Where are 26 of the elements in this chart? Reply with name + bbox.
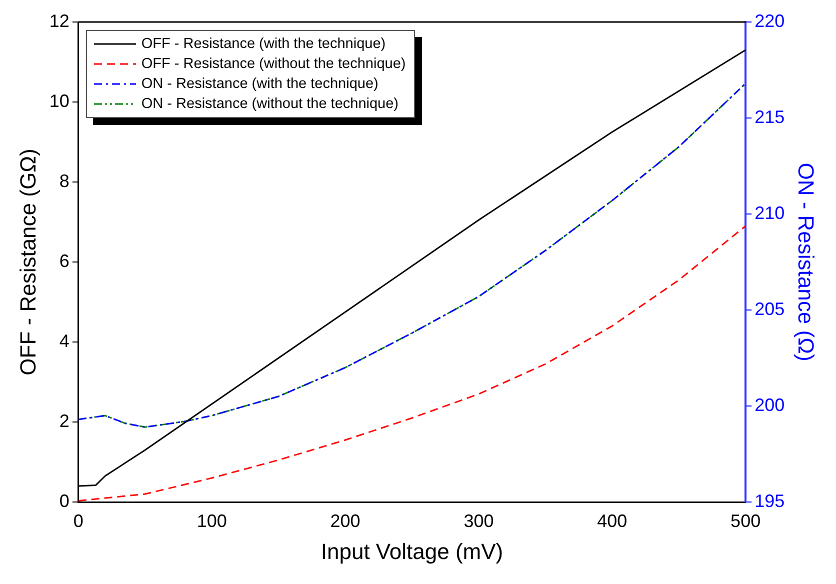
legend-label: ON - Resistance (with the technique) [141,75,378,94]
x-tick-label: 200 [330,510,360,531]
y2-tick-label: 200 [754,394,785,415]
y2-axis-title: ON - Resistance (Ω) [794,162,819,362]
x-axis-title: Input Voltage (mV) [320,538,504,564]
y-tick-label: 6 [59,250,70,271]
x-tick-label: 500 [730,510,761,531]
x-tick-label: 0 [73,510,84,531]
y-tick-label: 4 [59,330,70,351]
x-tick-label: 100 [196,510,227,531]
y-tick-label: 10 [49,90,70,111]
y2-tick-label: 205 [754,298,785,319]
y2-tick-label: 215 [754,106,785,127]
y-tick-label: 2 [59,410,70,431]
y-tick-label: 8 [59,170,70,191]
legend-label: OFF - Resistance (with the technique) [141,35,386,54]
x-tick-label: 400 [597,510,628,531]
y2-tick-label: 195 [754,490,785,511]
y-tick-label: 12 [49,10,70,31]
y2-tick-label: 220 [754,10,785,31]
y-axis-title: OFF - Resistance (GΩ) [15,148,40,376]
legend-label: OFF - Resistance (without the technique) [141,55,406,74]
x-tick-label: 300 [464,510,494,531]
legend-label: ON - Resistance (without the technique) [141,95,398,114]
y2-tick-label: 210 [754,202,785,223]
y-tick-label: 0 [59,490,70,511]
